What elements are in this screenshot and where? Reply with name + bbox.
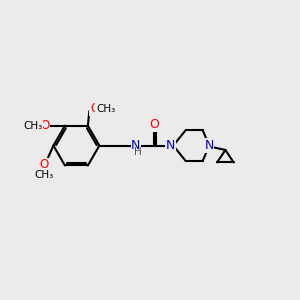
Text: CH₃: CH₃ (96, 103, 115, 114)
Text: CH₃: CH₃ (34, 170, 54, 180)
Text: O: O (40, 119, 50, 132)
Text: N: N (131, 139, 141, 152)
Text: O: O (149, 118, 159, 131)
Text: H: H (134, 147, 142, 157)
Text: CH₃: CH₃ (23, 121, 43, 131)
Text: O: O (39, 158, 49, 171)
Text: N: N (205, 139, 214, 152)
Text: N: N (166, 139, 175, 152)
Text: O: O (90, 102, 99, 115)
